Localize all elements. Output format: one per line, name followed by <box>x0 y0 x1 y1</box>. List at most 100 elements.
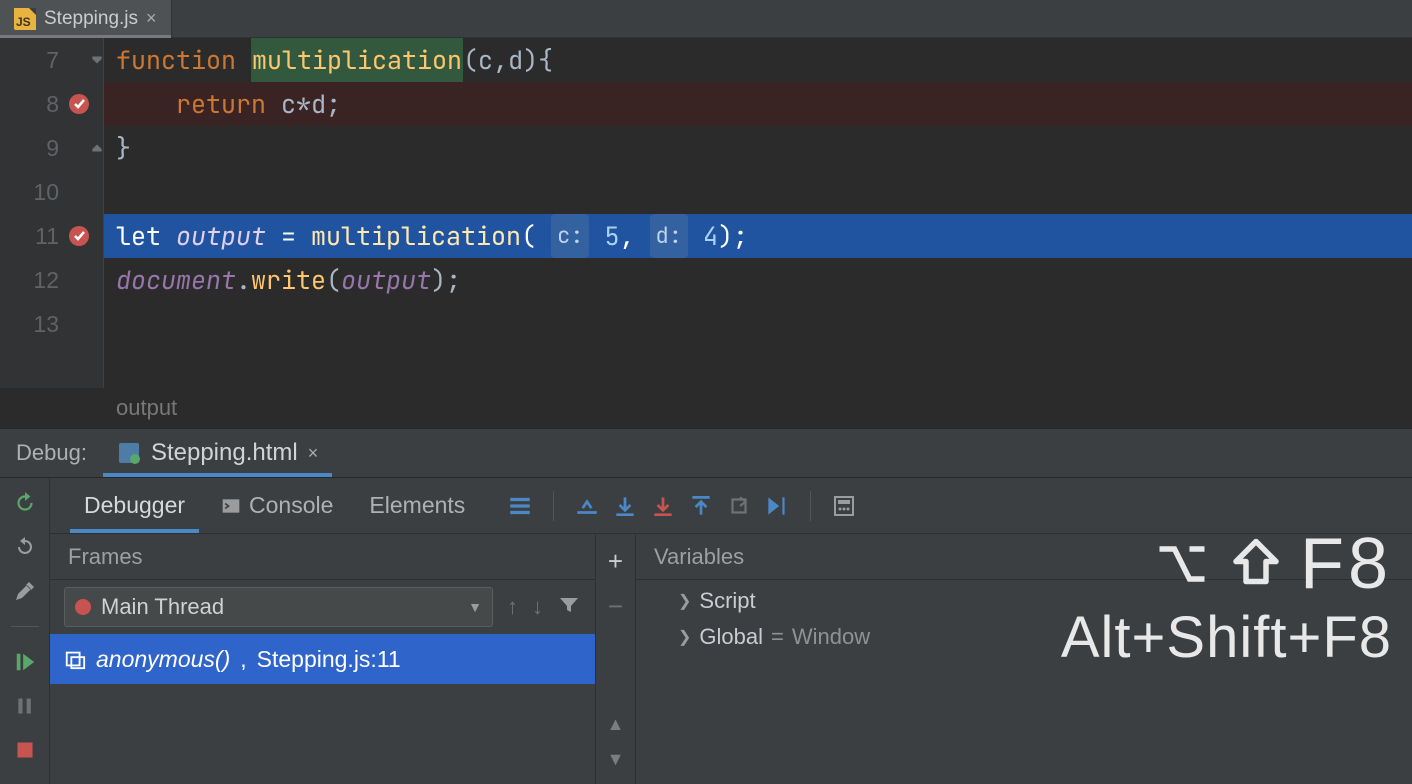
rerun-icon[interactable] <box>12 490 38 516</box>
thread-name: Main Thread <box>101 594 224 620</box>
editor-tab-bar: JS Stepping.js × <box>0 0 1412 38</box>
frame-icon <box>64 648 86 670</box>
stack-frame[interactable]: anonymous(), Stepping.js:11 <box>50 634 595 684</box>
code-line[interactable]: document.write(output); <box>104 258 1412 302</box>
frame-sep: , <box>240 646 246 673</box>
evaluate-expression-icon[interactable] <box>829 491 859 521</box>
chevron-down-icon: ▼ <box>468 599 482 615</box>
step-into-icon[interactable] <box>648 491 678 521</box>
thread-selector[interactable]: Main Thread ▼ <box>64 587 493 627</box>
tab-debugger[interactable]: Debugger <box>70 478 199 533</box>
code-line[interactable] <box>104 170 1412 214</box>
editor-gutter: 78910111213 <box>0 38 104 388</box>
tab-elements[interactable]: Elements <box>355 478 479 533</box>
frame-up-icon[interactable]: ↑ <box>507 594 518 620</box>
debug-label: Debug: <box>0 440 103 466</box>
debug-panel: Debugger Console Elements <box>0 478 1412 784</box>
code-line[interactable]: function multiplication(c,d){ <box>104 38 1412 82</box>
variable-label: Global <box>699 624 763 650</box>
code-token: c <box>281 82 296 126</box>
expand-icon[interactable]: ❯ <box>678 591 691 611</box>
code-line[interactable]: } <box>104 126 1412 170</box>
variables-header: Variables <box>636 534 1412 580</box>
frames-variables-split: Frames Main Thread ▼ ↑ ↓ anonymous(), <box>50 534 1412 784</box>
gutter-line[interactable]: 10 <box>0 170 103 214</box>
debug-main: Debugger Console Elements <box>50 478 1412 784</box>
code-token <box>589 214 604 258</box>
variable-script[interactable]: ❯ Script <box>652 588 1396 614</box>
gutter-line[interactable]: 9 <box>0 126 103 170</box>
pause-icon[interactable] <box>12 693 38 719</box>
code-token: multiplication <box>311 214 521 258</box>
resume-icon[interactable] <box>12 649 38 675</box>
breakpoint-icon[interactable] <box>67 92 91 116</box>
refresh-icon[interactable] <box>12 534 38 560</box>
scroll-up-icon[interactable]: ▲ <box>607 714 625 735</box>
code-token: document <box>116 258 236 302</box>
code-line[interactable] <box>104 302 1412 346</box>
code-token: ( <box>326 258 341 302</box>
scroll-down-icon[interactable]: ▼ <box>607 749 625 770</box>
editor-tab-stepping-js[interactable]: JS Stepping.js × <box>0 0 172 37</box>
vars-action-column: + − ▲ ▼ <box>596 534 636 784</box>
code-token: , <box>620 214 650 258</box>
toolbar-separator <box>553 491 554 521</box>
gutter-line[interactable]: 12 <box>0 258 103 302</box>
filter-icon[interactable] <box>557 593 581 622</box>
drop-frame-icon[interactable] <box>724 491 754 521</box>
close-debug-tab-icon[interactable]: × <box>308 443 319 464</box>
variable-global[interactable]: ❯ Global = Window <box>652 624 1396 650</box>
code-area[interactable]: function multiplication(c,d){ return c*d… <box>104 38 1412 388</box>
editor-tab-filename: Stepping.js <box>44 8 138 30</box>
remove-watch-icon[interactable]: − <box>608 591 623 622</box>
frame-location: Stepping.js:11 <box>257 646 401 673</box>
variables-body: ❯ Script ❯ Global = Window <box>636 580 1412 658</box>
code-token: function <box>116 38 251 82</box>
add-watch-icon[interactable]: + <box>608 546 623 577</box>
gutter-line[interactable]: 11 <box>0 214 103 258</box>
gutter-line[interactable]: 7 <box>0 38 103 82</box>
toolbar-separator <box>810 491 811 521</box>
fold-close-icon[interactable] <box>90 141 104 155</box>
code-line[interactable]: let output = multiplication( c: 5, d: 4)… <box>104 214 1412 258</box>
gutter-line[interactable]: 13 <box>0 302 103 346</box>
code-token: let <box>116 214 176 258</box>
code-line[interactable]: return c*d; <box>104 82 1412 126</box>
code-token: write <box>251 258 326 302</box>
tab-console-label: Console <box>249 492 333 519</box>
code-token: ); <box>718 214 748 258</box>
gutter-line[interactable]: 8 <box>0 82 103 126</box>
frame-function: anonymous() <box>96 646 230 673</box>
debug-file-tab[interactable]: Stepping.html × <box>103 429 332 477</box>
close-tab-icon[interactable]: × <box>146 8 157 29</box>
step-over-icon[interactable] <box>610 491 640 521</box>
code-token: output <box>341 258 431 302</box>
step-out-icon[interactable] <box>686 491 716 521</box>
show-exec-point-icon[interactable] <box>572 491 602 521</box>
tab-console[interactable]: Console <box>207 478 347 533</box>
code-token: ( <box>521 214 551 258</box>
breakpoint-icon[interactable] <box>67 224 91 248</box>
code-token: 4 <box>703 214 718 258</box>
thread-selector-row: Main Thread ▼ ↑ ↓ <box>50 580 595 634</box>
code-token: output <box>176 214 266 258</box>
code-token: ( <box>463 38 478 82</box>
variables-column: Variables ❯ Script ❯ Global = Window <box>636 534 1412 784</box>
code-token: ){ <box>523 38 553 82</box>
code-token: , <box>493 38 508 82</box>
fold-open-icon[interactable] <box>90 53 104 67</box>
js-file-icon: JS <box>14 8 36 30</box>
stop-icon[interactable] <box>12 737 38 763</box>
frames-header: Frames <box>50 534 595 580</box>
run-to-cursor-icon[interactable] <box>762 491 792 521</box>
console-icon <box>221 496 241 516</box>
settings-icon[interactable] <box>12 578 38 604</box>
threads-icon[interactable] <box>505 491 535 521</box>
debug-file-name: Stepping.html <box>151 439 298 467</box>
frames-column: Frames Main Thread ▼ ↑ ↓ anonymous(), <box>50 534 596 784</box>
code-token: * <box>296 82 311 126</box>
inline-eval-echo: output <box>0 388 1412 428</box>
expand-icon[interactable]: ❯ <box>678 627 691 647</box>
code-token: c: <box>551 214 589 258</box>
frame-down-icon[interactable]: ↓ <box>532 594 543 620</box>
